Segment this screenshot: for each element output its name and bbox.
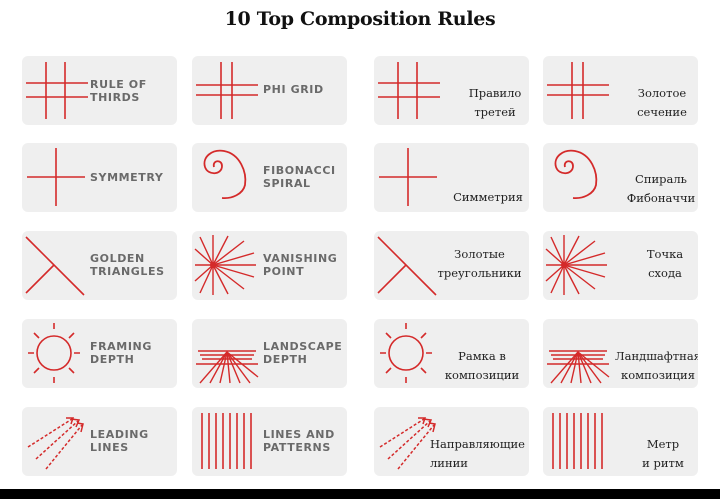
card-symmetry-ru: Симметрия	[374, 143, 529, 212]
rule-label-en: GOLDEN TRIANGLES	[90, 252, 165, 278]
fibonacci-spiral-icon	[554, 149, 598, 199]
card-landscape-depth: LANDSCAPE DEPTH	[192, 319, 347, 388]
rule-label-en: LEADING LINES	[90, 428, 149, 454]
card-leading-lines-ru: Направляющие линии	[374, 407, 529, 476]
card-symmetry: SYMMETRY	[22, 143, 177, 212]
rule-label-ru: Золотое сечение	[637, 86, 687, 119]
card-leading-lines: LEADING LINES	[22, 407, 177, 476]
vertical-lines-icon	[201, 413, 252, 469]
card-phi-grid: PHI GRID	[192, 56, 347, 125]
symmetry-cross-icon	[27, 148, 85, 206]
phi-grid-icon	[547, 62, 609, 119]
vanishing-point-icon	[545, 235, 607, 295]
framing-sun-icon	[380, 323, 432, 383]
card-vanishing-point-ru: Точка схода	[543, 231, 698, 300]
landscape-depth-icon	[196, 350, 259, 384]
golden-triangles-icon	[377, 236, 437, 296]
rule-label-ru: Рамка в композиции	[444, 349, 520, 382]
rule-label-ru: Спираль Фибоначчи	[626, 172, 696, 205]
rule-label-ru: Направляющие линии	[430, 437, 525, 470]
rule-label-en: FRAMING DEPTH	[90, 340, 152, 366]
rule-label-ru: Правило третей	[468, 86, 522, 119]
card-rule-of-thirds-ru: Правило третей	[374, 56, 529, 125]
leading-lines-icon	[379, 417, 436, 470]
page-title: 10 Top Composition Rules	[224, 8, 496, 30]
card-framing-depth-ru: Рамка в композиции	[374, 319, 529, 388]
card-lines-patterns: LINES AND PATTERNS	[192, 407, 347, 476]
framing-sun-icon	[28, 323, 80, 383]
rule-label-en: SYMMETRY	[90, 171, 164, 184]
rule-label-en: PHI GRID	[263, 83, 324, 96]
card-vanishing-point: VANISHING POINT	[192, 231, 347, 300]
symmetry-cross-icon	[379, 148, 437, 206]
rule-label-en: LINES AND PATTERNS	[263, 428, 335, 454]
rule-label-en: VANISHING POINT	[263, 252, 338, 278]
card-rule-of-thirds: RULE OF THIRDS	[22, 56, 177, 125]
rule-label-en: FIBONACCI SPIRAL	[263, 164, 336, 190]
card-golden-triangles-ru: Золотые треугольники	[374, 231, 529, 300]
landscape-depth-icon	[547, 350, 610, 384]
vanishing-point-icon	[194, 235, 256, 295]
rule-label-en: RULE OF THIRDS	[90, 78, 147, 104]
fibonacci-spiral-icon	[203, 149, 247, 199]
rule-label-ru: Симметрия	[453, 190, 523, 204]
vertical-lines-icon	[552, 413, 603, 469]
grid-icon	[26, 62, 88, 119]
card-golden-triangles: GOLDEN TRIANGLES	[22, 231, 177, 300]
rule-label-ru: Точка схода	[646, 247, 684, 280]
grid-icon	[378, 62, 440, 119]
card-lines-patterns-ru: Метр и ритм	[543, 407, 698, 476]
rule-label-ru: Метр и ритм	[642, 437, 684, 470]
card-landscape-depth-ru: Ландшафтная композиция	[543, 319, 698, 388]
rule-label-ru: Ландшафтная композиция	[615, 349, 698, 382]
rule-label-en: LANDSCAPE DEPTH	[263, 340, 343, 366]
card-fibonacci: FIBONACCI SPIRAL	[192, 143, 347, 212]
leading-lines-icon	[27, 417, 84, 470]
phi-grid-icon	[196, 62, 258, 119]
card-framing-depth: FRAMING DEPTH	[22, 319, 177, 388]
rule-label-ru: Золотые треугольники	[437, 247, 522, 280]
card-fibonacci-ru: Спираль Фибоначчи	[543, 143, 698, 212]
bottom-bar	[0, 489, 720, 499]
golden-triangles-icon	[25, 236, 85, 296]
card-phi-grid-ru: Золотое сечение	[543, 56, 698, 125]
